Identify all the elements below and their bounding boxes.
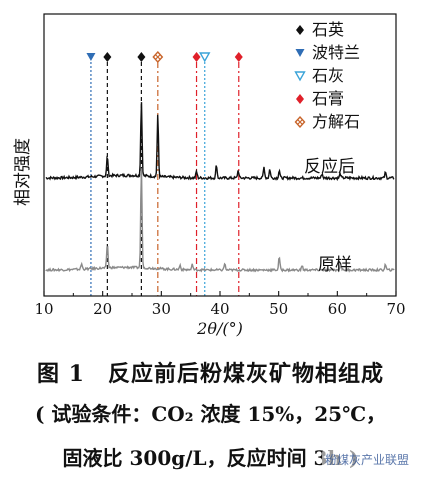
legend-label-4: 方解石 — [312, 112, 360, 131]
legend-marker-0 — [296, 25, 304, 35]
x-ticks: 10 20 30 40 50 60 70 — [34, 291, 406, 318]
x-tick-label-20: 20 — [93, 300, 112, 318]
peak-markers — [86, 50, 243, 64]
curves — [45, 102, 395, 273]
watermark: 粉煤灰产业联盟 — [322, 450, 413, 469]
legend-label-1: 波特兰 — [312, 43, 360, 62]
annotation-after: 反应后 — [304, 157, 355, 177]
peak-marker-4 — [192, 52, 201, 62]
x-tick-label-50: 50 — [269, 300, 288, 318]
annotation-raw: 原样 — [318, 255, 352, 275]
series-line-after — [45, 102, 395, 182]
peak-marker-5 — [199, 52, 211, 63]
x-tick-label-10: 10 — [34, 300, 53, 318]
y-axis-label: 相对强度 — [13, 138, 33, 206]
series-line-raw — [45, 168, 395, 273]
legend-marker-3 — [296, 94, 304, 104]
peak-marker-1 — [103, 52, 112, 62]
legend-label-0: 石英 — [312, 20, 344, 39]
x-tick-label-70: 70 — [386, 300, 405, 318]
legend-marker-2 — [294, 71, 306, 82]
legend-marker-1 — [295, 49, 305, 57]
peak-marker-6 — [234, 52, 243, 62]
x-tick-label-40: 40 — [210, 300, 229, 318]
reference-lines — [90, 62, 240, 296]
x-tick-label-60: 60 — [328, 300, 347, 318]
legend-label-3: 石膏 — [312, 89, 344, 108]
legend-label-2: 石灰 — [312, 66, 344, 85]
x-tick-label-30: 30 — [152, 300, 171, 318]
x-axis-label: 2θ/(°) — [196, 319, 243, 338]
figure-caption-conditions-2: 固液比 300g/L，反应时间 3h ) — [62, 446, 359, 470]
figure-caption-title: 图 1 反应前后粉煤灰矿物相组成 — [37, 361, 384, 387]
peak-marker-2 — [137, 52, 146, 62]
legend-marker-4 — [294, 115, 306, 129]
peak-marker-3 — [152, 50, 164, 64]
peak-marker-0 — [86, 53, 96, 61]
figure-caption-conditions: ( 试验条件：CO₂ 浓度 15%，25℃， — [34, 402, 387, 426]
